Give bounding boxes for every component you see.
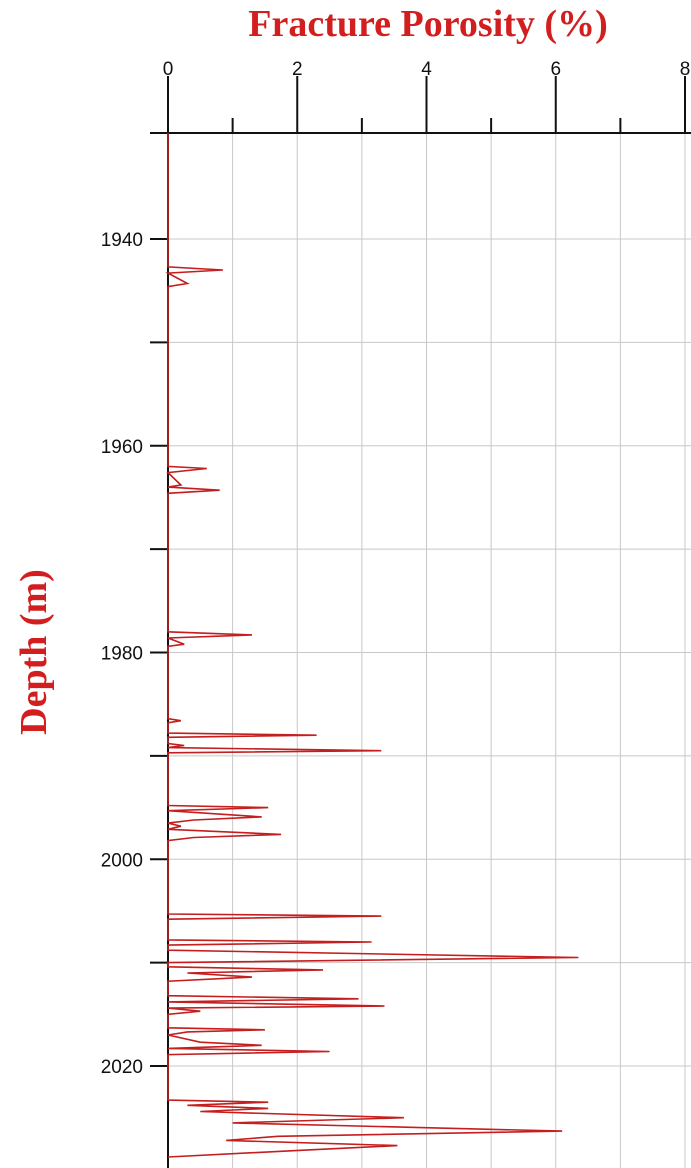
x-tick-label: 4 (421, 59, 432, 80)
porosity-series-line (165, 133, 579, 1158)
y-tick-label: 2020 (101, 1057, 143, 1078)
x-tick-label: 0 (163, 59, 174, 80)
y-tick-label: 2000 (101, 850, 143, 871)
y-tick-label: 1980 (101, 644, 143, 665)
y-tick-label: 1940 (101, 230, 143, 251)
chart-title: Fracture Porosity (%) (248, 3, 608, 45)
x-tick-label: 6 (550, 59, 561, 80)
x-tick-label: 8 (680, 59, 691, 80)
y-tick-label: 1960 (101, 437, 143, 458)
x-tick-label: 2 (292, 59, 303, 80)
